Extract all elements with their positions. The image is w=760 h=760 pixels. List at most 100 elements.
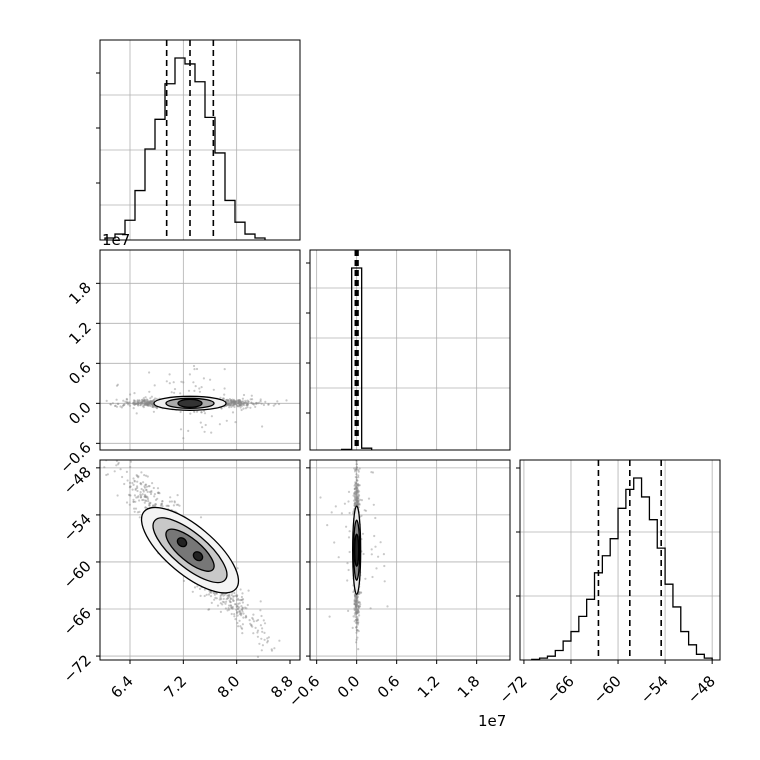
- scatter-point: [277, 403, 281, 406]
- scatter-point: [355, 460, 358, 463]
- scatter-point: [232, 599, 235, 602]
- scatter-point: [132, 402, 135, 405]
- scatter-point: [240, 626, 243, 629]
- scatter-point: [355, 611, 358, 614]
- scatter-point: [360, 499, 363, 502]
- scatter-point: [192, 364, 196, 368]
- scatter-point: [353, 599, 356, 603]
- scatter-point: [215, 592, 218, 595]
- scatter-point: [222, 397, 225, 400]
- scatter-point: [264, 400, 267, 403]
- scatter-point: [151, 403, 154, 406]
- scatter-point: [242, 407, 245, 410]
- scatter-point: [356, 500, 359, 503]
- scatter-point: [232, 398, 236, 401]
- scatter-point: [146, 496, 149, 499]
- scatter-point: [154, 406, 157, 409]
- scatter-point: [230, 400, 233, 404]
- scatter-point: [147, 402, 150, 405]
- scatter-point: [263, 638, 266, 641]
- scatter-point: [354, 482, 357, 485]
- scatter-point: [357, 501, 360, 504]
- scatter-point: [224, 607, 227, 610]
- scatter-point: [227, 399, 230, 402]
- scatter-point: [152, 398, 155, 402]
- scatter-point: [238, 619, 241, 622]
- scatter-point: [153, 398, 156, 401]
- scatter-point: [355, 487, 359, 490]
- scatter-point: [235, 595, 238, 598]
- scatter-point: [357, 605, 360, 609]
- scatter-point: [242, 404, 245, 407]
- scatter-point: [236, 605, 239, 608]
- scatter-point: [142, 481, 145, 484]
- scatter-point: [146, 490, 149, 493]
- scatter-point: [151, 403, 154, 406]
- scatter-point: [355, 596, 359, 600]
- scatter-point: [242, 616, 245, 619]
- scatter-point: [168, 500, 171, 503]
- scatter-point: [353, 608, 356, 611]
- scatter-point: [147, 402, 150, 405]
- scatter-point: [236, 621, 239, 625]
- scatter-point: [357, 606, 360, 609]
- scatter-point: [353, 603, 356, 606]
- scatter-point: [230, 612, 233, 616]
- scatter-point: [231, 399, 235, 402]
- scatter-point: [200, 411, 203, 414]
- h3-bin: [555, 651, 563, 660]
- scatter-point: [136, 400, 139, 403]
- scatter-point: [223, 387, 226, 390]
- scatter-point: [140, 401, 144, 404]
- scatter-point: [241, 610, 244, 613]
- scatter-point: [260, 649, 263, 652]
- scatter-point: [354, 475, 357, 479]
- scatter-point: [355, 463, 358, 466]
- scatter-point: [326, 524, 329, 527]
- scatter-point: [233, 403, 236, 406]
- scatter-point: [125, 397, 128, 401]
- scatter-point: [227, 402, 230, 405]
- scatter-point: [209, 591, 212, 594]
- scatter-point: [353, 502, 356, 505]
- scatter-point: [241, 598, 244, 602]
- scatter-point: [355, 467, 358, 470]
- scatter-point: [355, 599, 358, 602]
- scatter-point: [114, 404, 117, 408]
- h3-bin: [665, 584, 673, 660]
- h3-step: [531, 477, 713, 661]
- scatter-point: [146, 398, 149, 402]
- scatter-point: [126, 401, 129, 404]
- scatter-point: [129, 460, 132, 463]
- scatter-point: [140, 401, 143, 404]
- scatter-point: [172, 504, 175, 507]
- scatter-point: [115, 384, 119, 387]
- scatter-point: [141, 401, 144, 404]
- scatter-point: [193, 368, 196, 371]
- scatter-point: [355, 503, 359, 506]
- scatter-point: [196, 585, 199, 588]
- scatter-point: [221, 600, 224, 603]
- scatter-point: [352, 615, 355, 618]
- scatter-point: [354, 481, 357, 484]
- scatter-point: [360, 514, 363, 517]
- scatter-point: [354, 613, 357, 617]
- scatter-point: [274, 403, 277, 406]
- scatter-point: [179, 428, 183, 431]
- h3-bin: [563, 641, 571, 660]
- scatter-point: [199, 516, 203, 519]
- scatter-point: [142, 406, 145, 409]
- scatter-point: [239, 400, 242, 403]
- scatter-point: [361, 532, 365, 535]
- scatter-point: [354, 600, 357, 603]
- scatter-point: [235, 404, 238, 407]
- h3-bin: [696, 654, 704, 660]
- scatter-point: [364, 577, 367, 580]
- scatter-point: [230, 400, 233, 403]
- scatter-point: [353, 487, 356, 491]
- scatter-point: [127, 493, 131, 496]
- scatter-point: [109, 403, 112, 406]
- scatter-point: [242, 401, 245, 404]
- scatter-point: [170, 391, 173, 394]
- scatter-point: [254, 405, 257, 408]
